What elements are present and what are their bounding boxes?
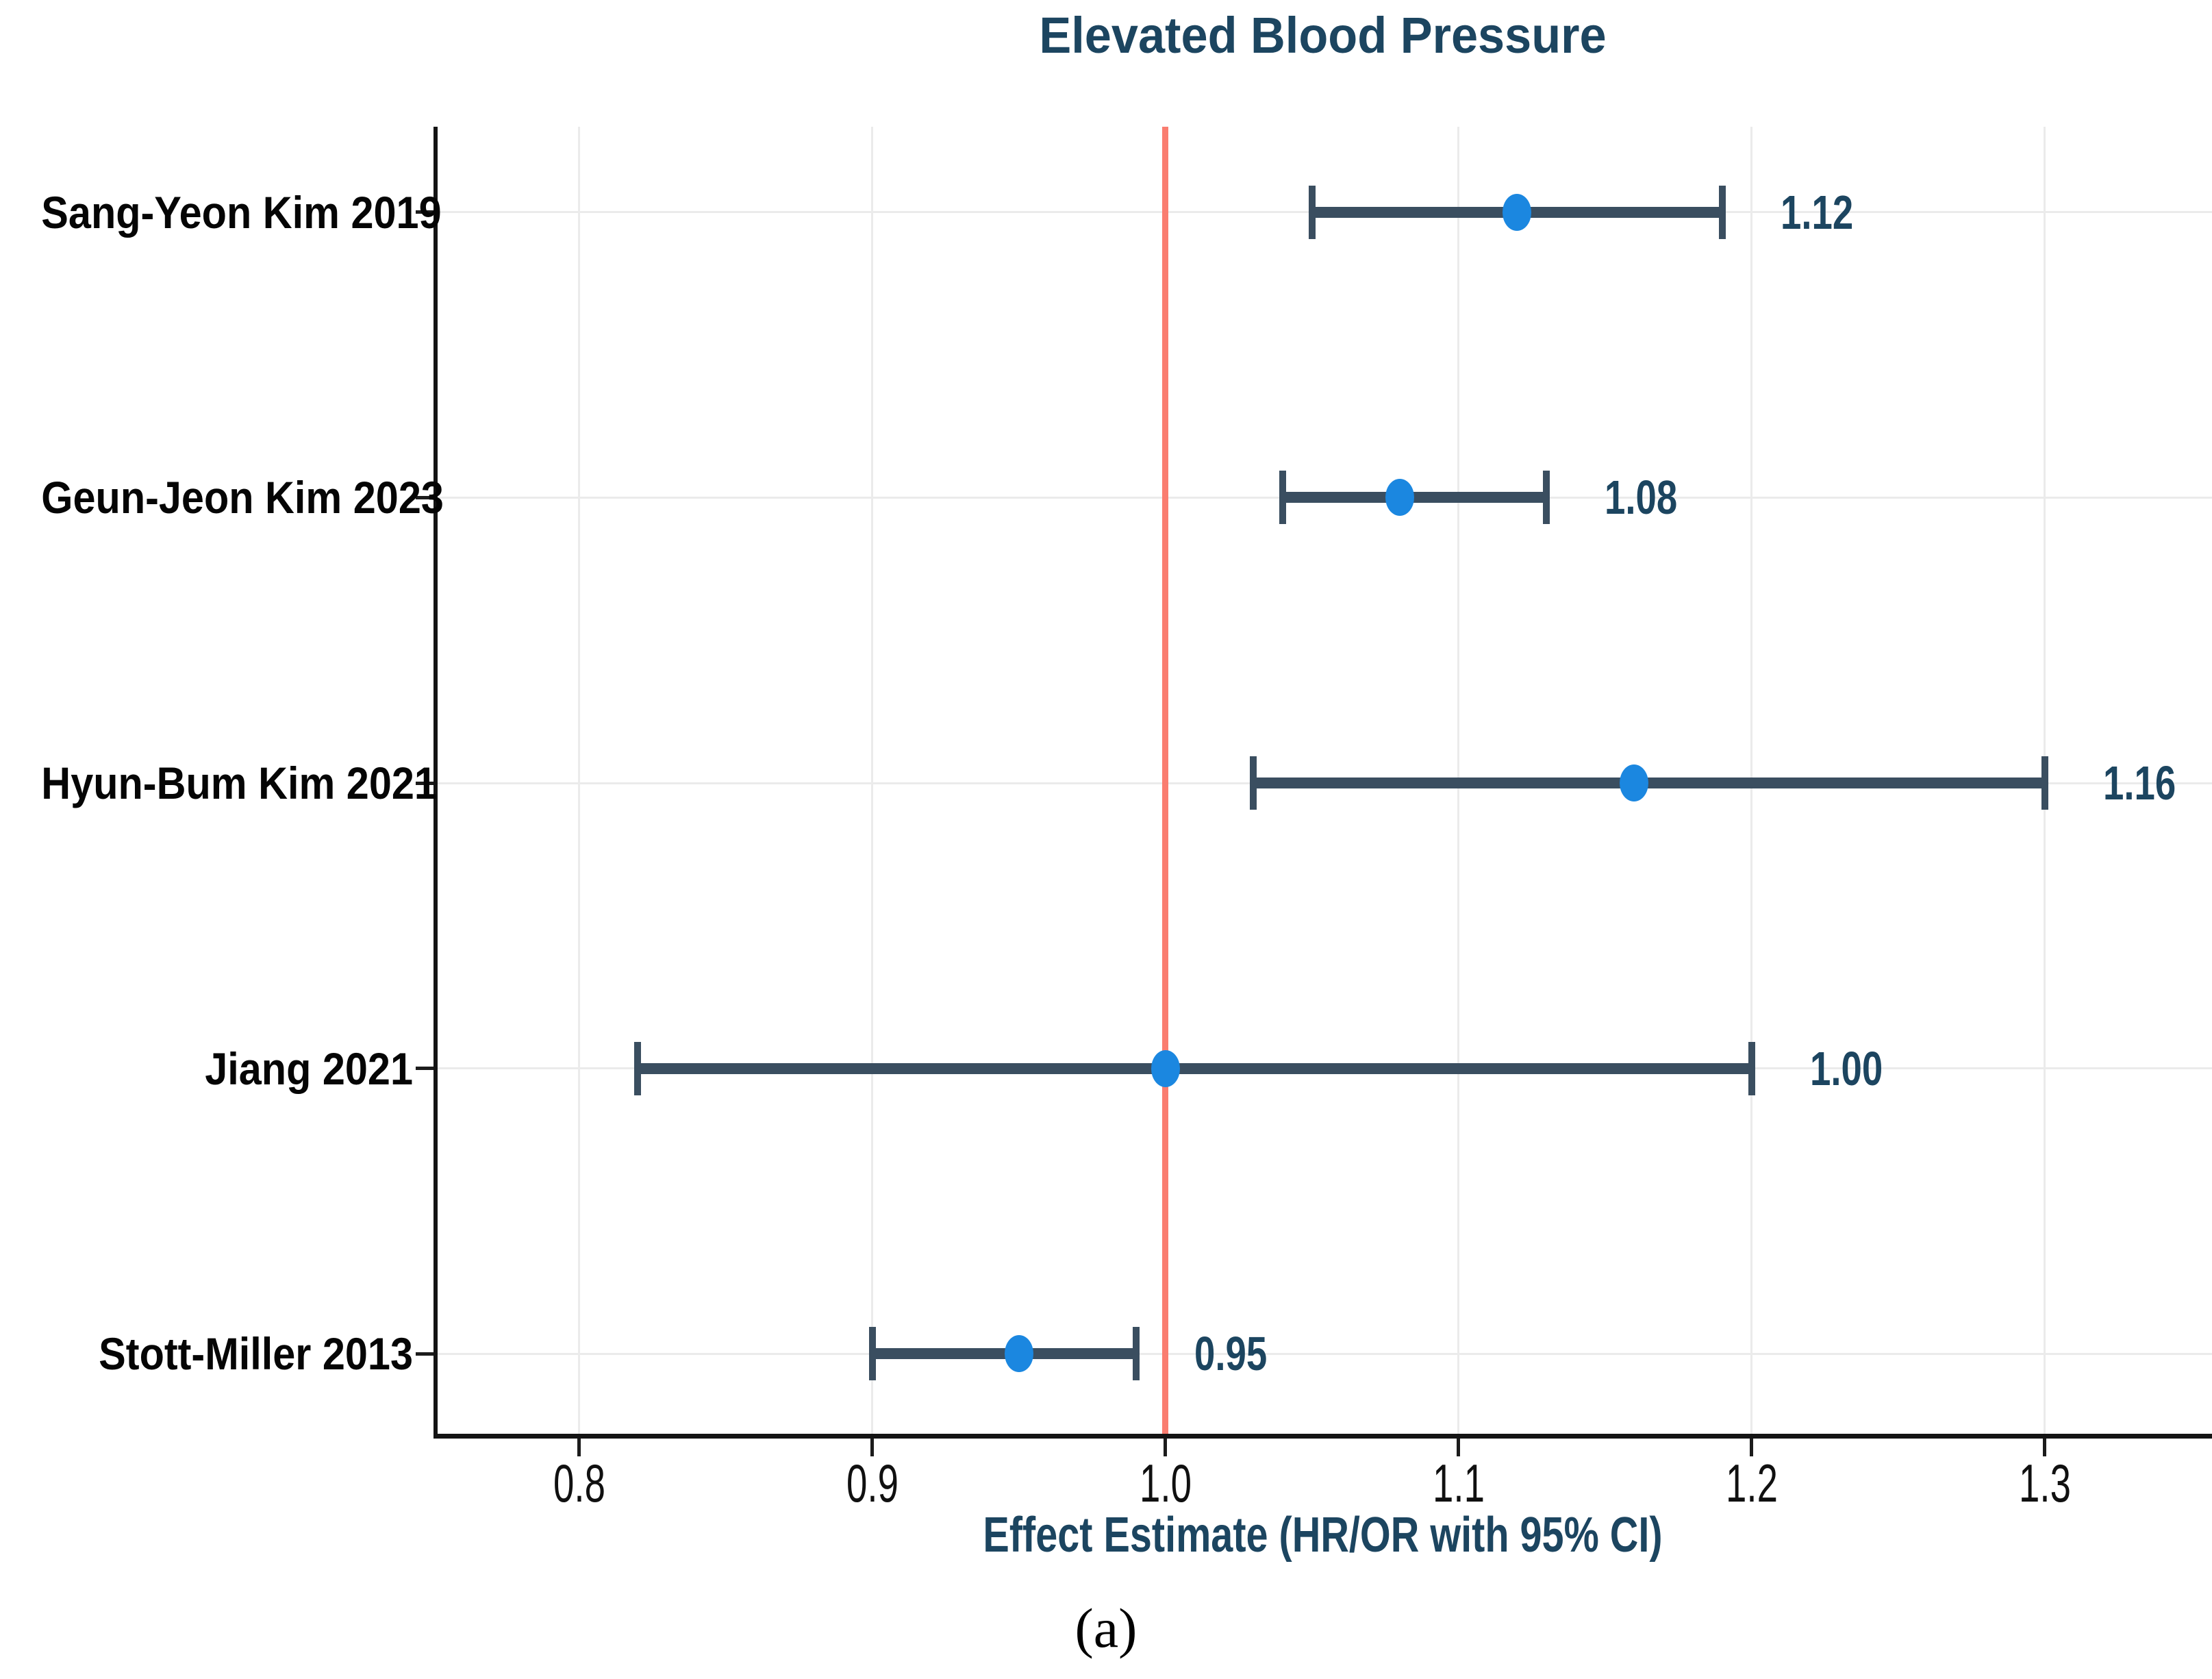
ci-bar bbox=[872, 1348, 1136, 1360]
estimate-value-label: 1.08 bbox=[1605, 471, 1678, 525]
study-label: Geun-Jeon Kim 2023 bbox=[41, 472, 444, 523]
x-tick-label: 1.1 bbox=[1432, 1453, 1485, 1513]
x-tick-label: 1.2 bbox=[1725, 1453, 1778, 1513]
x-axis-tick bbox=[1750, 1439, 1754, 1456]
x-axis-tick bbox=[2043, 1439, 2047, 1456]
x-axis-title: Effect Estimate (HR/OR with 95% CI) bbox=[983, 1508, 1663, 1563]
estimate-marker bbox=[1503, 193, 1532, 231]
ci-bar bbox=[1253, 778, 2045, 788]
x-axis-spine bbox=[433, 1434, 2212, 1439]
ci-bar bbox=[638, 1062, 1752, 1074]
ci-cap-low bbox=[1250, 756, 1257, 810]
gridline-horizontal bbox=[433, 1352, 2212, 1355]
estimate-value-label: 0.95 bbox=[1194, 1327, 1268, 1381]
x-tick-label: 0.8 bbox=[553, 1453, 605, 1513]
estimate-marker bbox=[1385, 479, 1415, 517]
study-label: Jiang 2021 bbox=[205, 1043, 413, 1094]
ci-cap-high bbox=[1748, 1041, 1755, 1095]
estimate-marker bbox=[1004, 1335, 1033, 1373]
x-axis-tick bbox=[870, 1439, 875, 1456]
y-axis-tick bbox=[416, 1352, 433, 1356]
y-axis-tick bbox=[416, 1067, 433, 1071]
y-axis-tick bbox=[416, 495, 433, 499]
estimate-marker bbox=[1620, 764, 1649, 801]
study-label: Stott-Miller 2013 bbox=[99, 1328, 413, 1380]
estimate-value-label: 1.16 bbox=[2102, 756, 2176, 810]
study-label: Hyun-Bum Kim 2021 bbox=[41, 758, 437, 808]
x-tick-label: 1.3 bbox=[2018, 1453, 2071, 1513]
ci-cap-low bbox=[634, 1041, 642, 1095]
gridline-vertical bbox=[578, 127, 581, 1434]
ci-cap-high bbox=[1543, 471, 1550, 525]
x-axis-tick bbox=[577, 1439, 581, 1456]
estimate-value-label: 1.00 bbox=[1809, 1041, 1883, 1095]
figure-caption: (a) bbox=[1074, 1597, 1138, 1659]
ci-cap-high bbox=[1132, 1327, 1140, 1381]
x-tick-label: 0.9 bbox=[846, 1453, 898, 1513]
ci-cap-high bbox=[1718, 185, 1726, 239]
ci-cap-high bbox=[2041, 756, 2048, 810]
study-label: Sang-Yeon Kim 2019 bbox=[41, 186, 442, 238]
reference-line bbox=[1162, 127, 1169, 1434]
estimate-marker bbox=[1151, 1049, 1180, 1087]
x-axis-tick bbox=[1164, 1439, 1168, 1456]
ci-bar bbox=[1282, 492, 1547, 503]
ci-cap-low bbox=[1308, 185, 1316, 239]
gridline-vertical bbox=[871, 127, 874, 1434]
x-axis-tick bbox=[1457, 1439, 1461, 1456]
x-tick-label: 1.0 bbox=[1139, 1453, 1192, 1513]
chart-title: Elevated Blood Pressure bbox=[1039, 7, 1607, 64]
y-axis-spine bbox=[433, 127, 438, 1439]
y-axis-tick bbox=[416, 210, 433, 214]
estimate-value-label: 1.12 bbox=[1780, 185, 1854, 239]
y-axis-tick bbox=[416, 781, 433, 785]
ci-cap-low bbox=[868, 1327, 876, 1381]
ci-cap-low bbox=[1279, 471, 1286, 525]
